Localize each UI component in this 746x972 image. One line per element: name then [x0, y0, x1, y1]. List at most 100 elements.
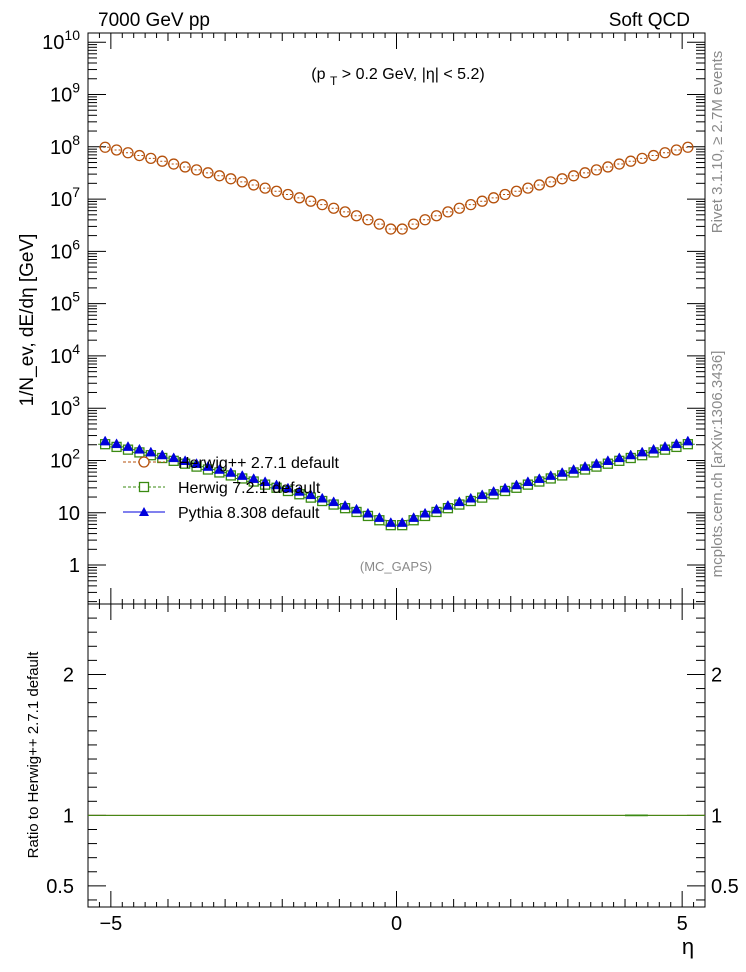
legend-marker-circle [138, 456, 150, 468]
analysis-tag: (MC_GAPS) [360, 559, 432, 574]
pythia-point [179, 455, 191, 465]
pythia-point [533, 473, 545, 483]
herwigpp-point [533, 179, 545, 191]
pythia-point [122, 441, 134, 451]
y-tick-label: 102 [50, 445, 80, 472]
herwigpp-point [579, 167, 591, 179]
herwigpp-point [259, 182, 271, 194]
pythia-point [373, 512, 385, 522]
ratio-y-tick-label-right: 2 [711, 664, 722, 686]
header-left: 7000 GeV pp [98, 10, 210, 31]
pythia-point [191, 458, 202, 468]
pythia-point [271, 479, 282, 490]
pythia-point [133, 443, 145, 454]
herwigpp-point [419, 214, 431, 226]
herwigpp-point [179, 161, 191, 173]
header-right: Soft QCD [609, 10, 690, 31]
pythia-point [648, 443, 660, 454]
legend-label: Herwig++ 2.7.1 default [178, 455, 340, 472]
herwigpp-point [99, 141, 111, 153]
herwigpp-point [499, 188, 511, 201]
pythia-point [568, 464, 580, 474]
pythia-point [431, 503, 442, 514]
pythia-point [362, 507, 374, 518]
y-tick-label: 10 [58, 503, 80, 525]
pythia-point [636, 446, 648, 457]
herwigpp-point [350, 210, 363, 222]
y-tick-label: 103 [50, 393, 80, 420]
herwigpp-point [567, 170, 580, 182]
herwigpp-point [305, 195, 317, 207]
cut-label: (p T > 0.2 GeV, |η| < 5.2) [311, 66, 484, 88]
legend-marker-square [138, 481, 150, 493]
legend-label: Pythia 8.308 default [178, 505, 320, 522]
ratio-plot-frame [87, 603, 706, 908]
herwigpp-point [465, 199, 477, 211]
ratio-y-axis-title: Ratio to Herwig++ 2.7.1 default [25, 651, 42, 859]
pythia-point [385, 517, 397, 527]
y-tick-label: 107 [50, 184, 80, 211]
pythia-point [99, 435, 111, 446]
herwigpp-point [339, 206, 351, 218]
herwigpp-point [522, 182, 534, 194]
herwigpp-point [487, 192, 500, 204]
pythia-point [156, 449, 168, 460]
pythia-point [293, 485, 305, 496]
pythia-point [465, 492, 477, 503]
legend-marker-triangle [139, 507, 149, 516]
pythia-point [579, 461, 591, 471]
y-tick-label: 108 [50, 132, 80, 159]
pythia-point [556, 467, 568, 477]
pythia-point [591, 458, 602, 468]
herwigpp-point [396, 223, 408, 235]
pythia-point [145, 446, 157, 457]
pythia-point [202, 461, 214, 471]
herwigpp-point [556, 173, 568, 185]
pythia-point [259, 476, 271, 487]
herwigpp-point [236, 176, 248, 188]
herwigpp-point [190, 164, 203, 176]
pythia-point [305, 489, 317, 500]
pythia-point [442, 499, 454, 510]
herwigpp-point [282, 188, 294, 201]
herwigpp-point [659, 147, 671, 159]
pythia-point [476, 489, 488, 500]
herwigpp-point [316, 199, 328, 211]
pythia-point [671, 438, 682, 449]
pythia-point [225, 467, 237, 477]
herwigpp-point [442, 206, 454, 218]
pythia-point [339, 499, 351, 510]
y-axis-title: 1/N_ev, dE/dη [GeV] [17, 234, 38, 407]
pythia-point [682, 435, 694, 446]
ratio-y-tick-label: 0.5 [46, 876, 74, 898]
herwigpp-point [133, 149, 146, 162]
pythia-point [453, 496, 465, 507]
cut-label-rest: > 0.2 GeV, |η| < 5.2) [337, 66, 484, 83]
y-tick-label: 104 [50, 341, 80, 368]
herwigpp-point [248, 179, 260, 191]
herwigpp-point [202, 167, 214, 179]
pythia-point [213, 464, 225, 474]
herwigpp-point [168, 158, 180, 170]
herwigpp-point [613, 158, 625, 170]
pythia-point [613, 452, 625, 463]
herwigpp-point [156, 155, 168, 167]
x-tick-label: 0 [391, 913, 402, 935]
pythia-point [499, 482, 511, 493]
herwigpp-point [110, 144, 123, 156]
herwigpp-point [625, 155, 637, 167]
cut-label-text: (p [311, 66, 325, 83]
herwigpp-point [328, 202, 340, 214]
herwigpp-point [373, 218, 386, 230]
herwigpp-point [122, 147, 134, 159]
pythia-point [659, 441, 671, 451]
herwigpp-point [453, 202, 465, 214]
ratio-y-tick-label: 2 [63, 664, 74, 686]
ratio-y-tick-label: 1 [63, 805, 74, 827]
herwigpp-point [430, 210, 443, 222]
pythia-point [396, 517, 408, 527]
x-tick-label: −5 [99, 913, 122, 935]
herwigpp-point [362, 214, 374, 226]
rivet-label: Rivet 3.1.10, ≥ 2.7M events [709, 51, 726, 234]
